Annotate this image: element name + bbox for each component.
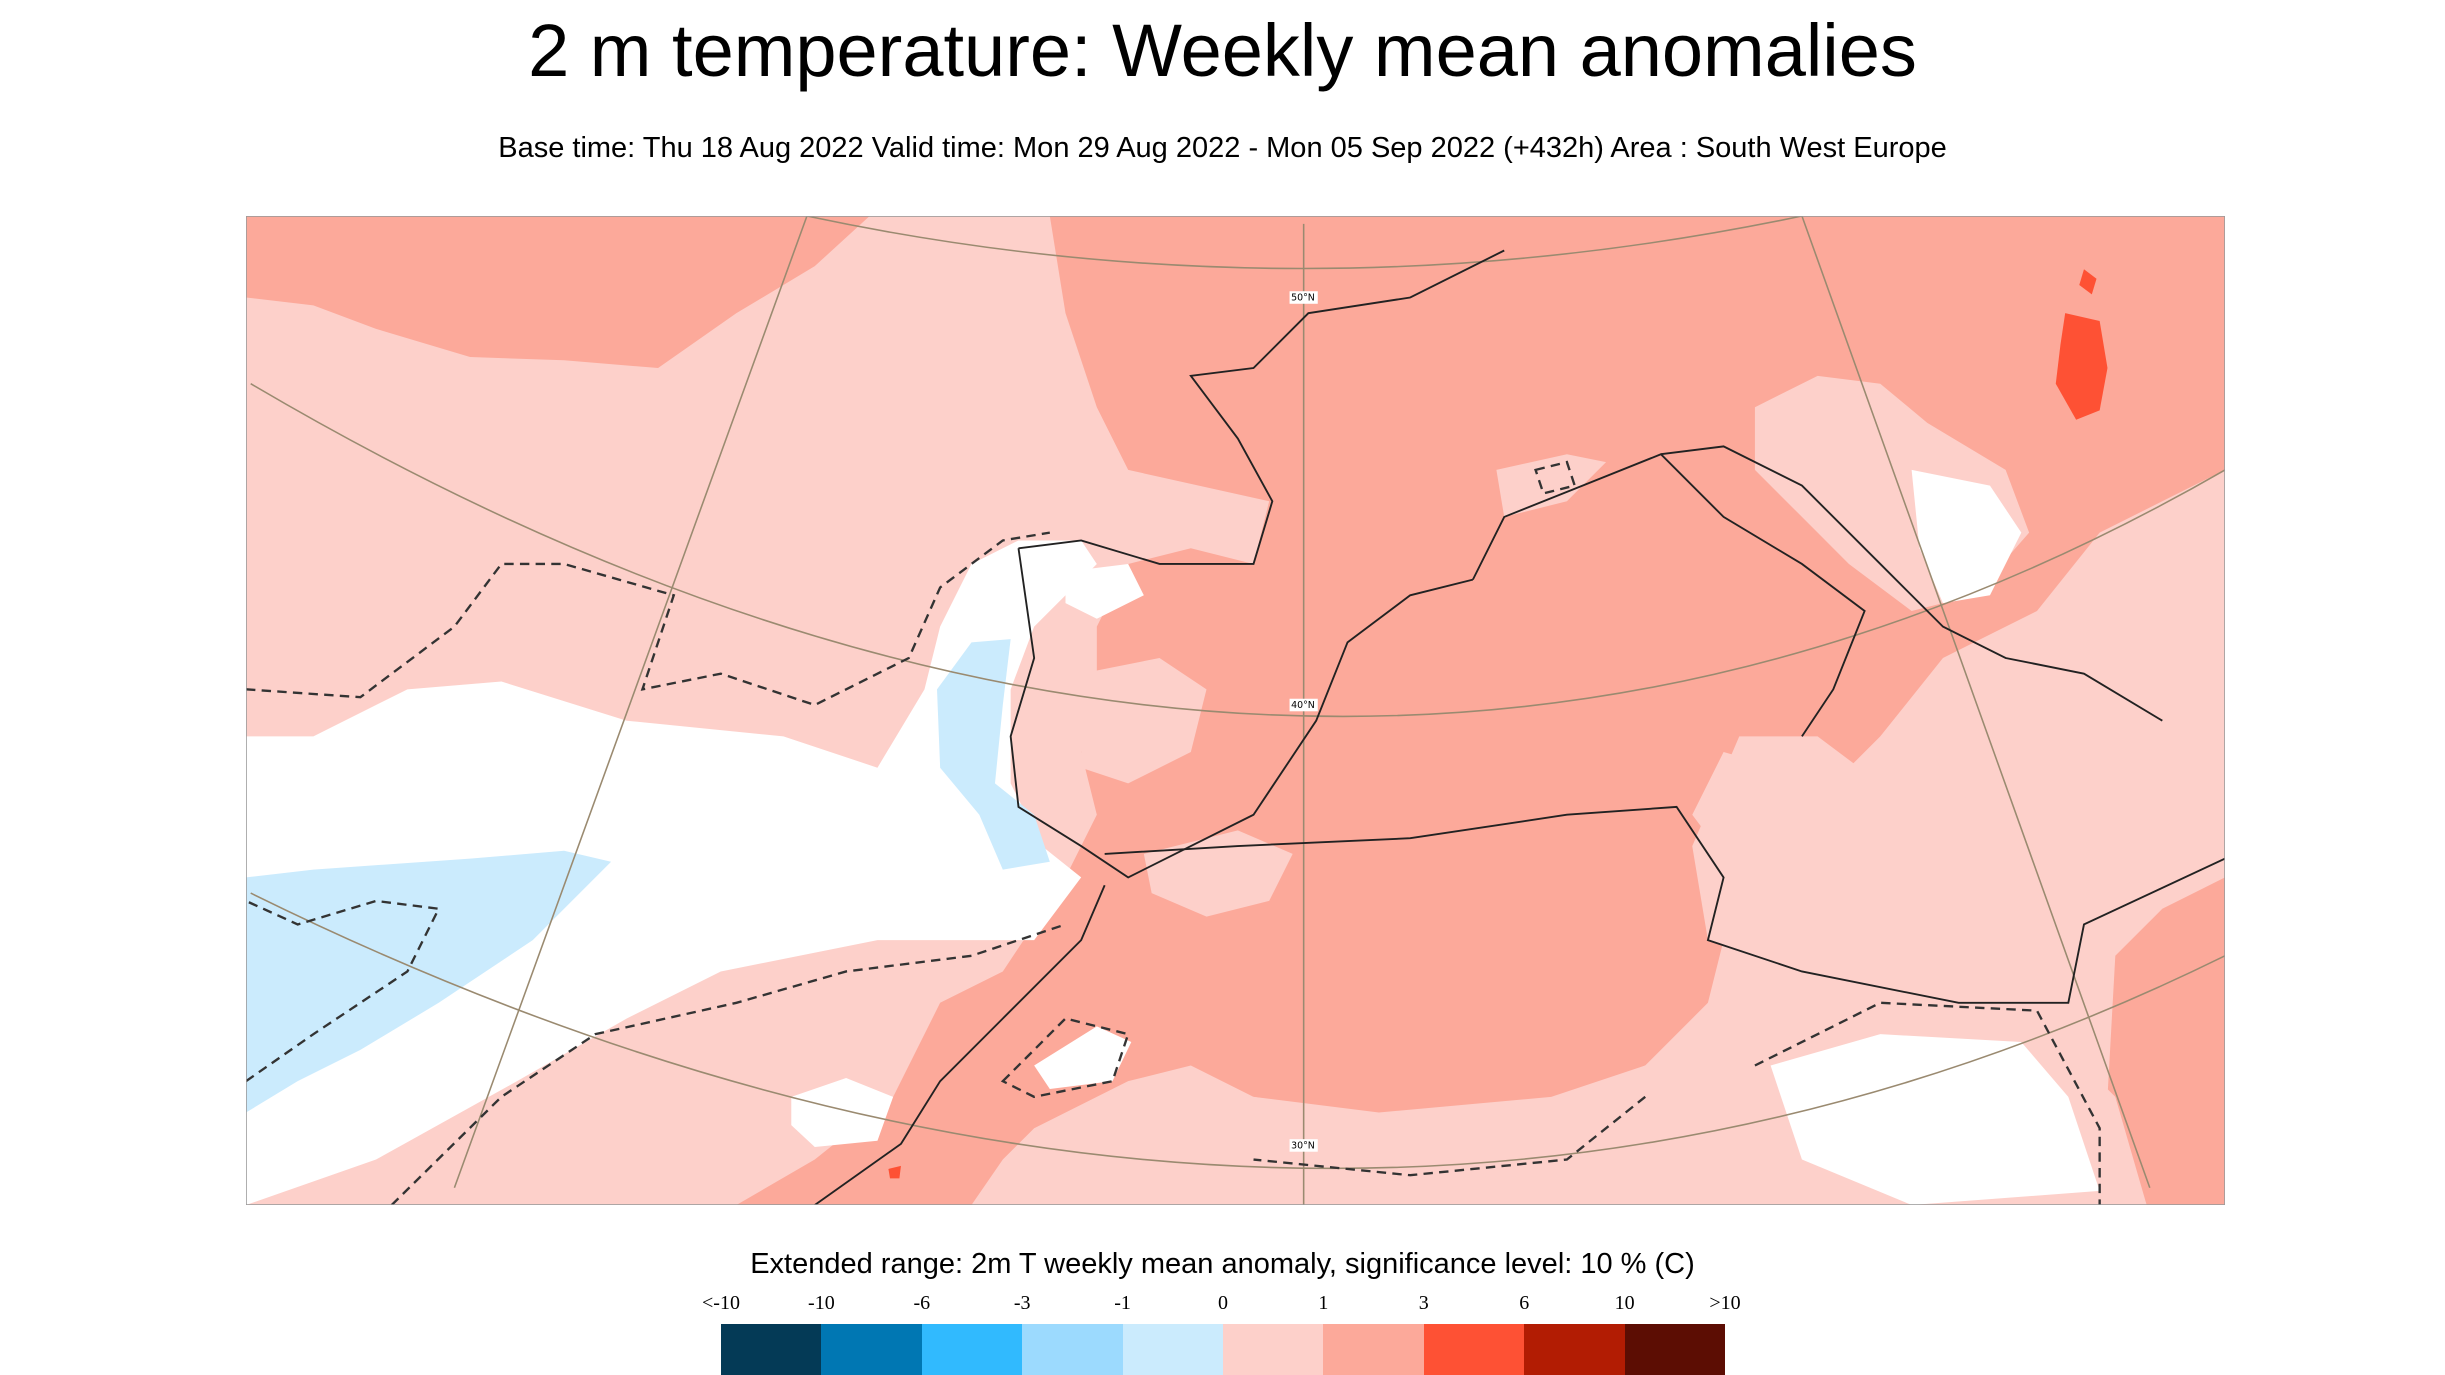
anomaly-region-white-libya xyxy=(1770,1034,2100,1205)
anomaly-region-white-atlantic xyxy=(246,540,1097,1205)
anomaly-region-white-balkans xyxy=(1911,469,2022,604)
legend-label: <-10 xyxy=(702,1292,740,1314)
anomaly-region-white-spain xyxy=(1065,563,1144,619)
legend-swatch xyxy=(1122,1324,1224,1375)
anomaly-region-0to1-africa xyxy=(1692,736,2100,1003)
anomaly-region-1to3-east xyxy=(2107,877,2225,1205)
anomaly-region-0to1-spain xyxy=(1081,657,1207,784)
legend-title: Extended range: 2m T weekly mean anomaly… xyxy=(750,1248,1695,1280)
legend-swatch xyxy=(921,1324,1023,1375)
anomaly-region-white-atlas xyxy=(1034,1026,1132,1090)
anomaly-region-3to6-ukraine xyxy=(2055,313,2108,420)
legend-swatch xyxy=(1223,1324,1324,1375)
anomaly-region-minus1to0-atlantic xyxy=(246,850,612,1113)
legend-swatch xyxy=(1323,1324,1424,1375)
legend-labels: <-10 -10 -6 -3 -1 0 1 3 6 10 >10 xyxy=(702,1292,1741,1316)
chart-subtitle: Base time: Thu 18 Aug 2022 Valid time: M… xyxy=(498,132,1947,164)
legend-swatch xyxy=(1624,1324,1726,1375)
legend-swatch xyxy=(721,1324,822,1375)
legend-label: 10 xyxy=(1614,1292,1635,1314)
anomaly-region-0to1-alps xyxy=(1496,454,1607,517)
anomaly-region-minus1to0-portugal xyxy=(937,639,1050,870)
legend-label: -10 xyxy=(808,1292,835,1314)
significance-contour xyxy=(246,460,2101,1205)
lat-label-30: 30°N xyxy=(1291,1141,1315,1152)
legend-swatch xyxy=(821,1324,922,1375)
anomaly-region-1to3-atlantic xyxy=(246,216,870,369)
legend-label: -3 xyxy=(1013,1292,1031,1314)
coastlines xyxy=(814,249,2225,1205)
legend-color-bar xyxy=(721,1324,1726,1375)
anomaly-region-3to6-ukraine-small xyxy=(2079,269,2097,295)
legend-label: -1 xyxy=(1114,1292,1131,1314)
chart-title: 2 m temperature: Weekly mean anomalies xyxy=(528,9,1917,92)
legend-label: 6 xyxy=(1519,1292,1530,1314)
legend-label: 1 xyxy=(1318,1292,1329,1314)
lat-label-40: 40°N xyxy=(1291,700,1315,711)
latitude-labels: 50°N 40°N 30°N xyxy=(1289,291,1318,1152)
legend-swatch xyxy=(1423,1324,1525,1375)
legend-swatch xyxy=(1524,1324,1625,1375)
lat-label-50: 50°N xyxy=(1291,293,1315,304)
anomaly-map: 50°N 40°N 30°N xyxy=(246,216,2225,1205)
anomaly-region-3to6-morocco xyxy=(888,1165,901,1179)
anomaly-region-white-morocco xyxy=(791,1078,894,1148)
graticule xyxy=(250,216,2225,1205)
legend-label: >10 xyxy=(1709,1292,1741,1314)
legend-swatch xyxy=(1022,1324,1123,1375)
legend-label: 0 xyxy=(1218,1292,1228,1314)
legend-label: -6 xyxy=(913,1292,931,1314)
legend-label: 3 xyxy=(1418,1292,1429,1314)
